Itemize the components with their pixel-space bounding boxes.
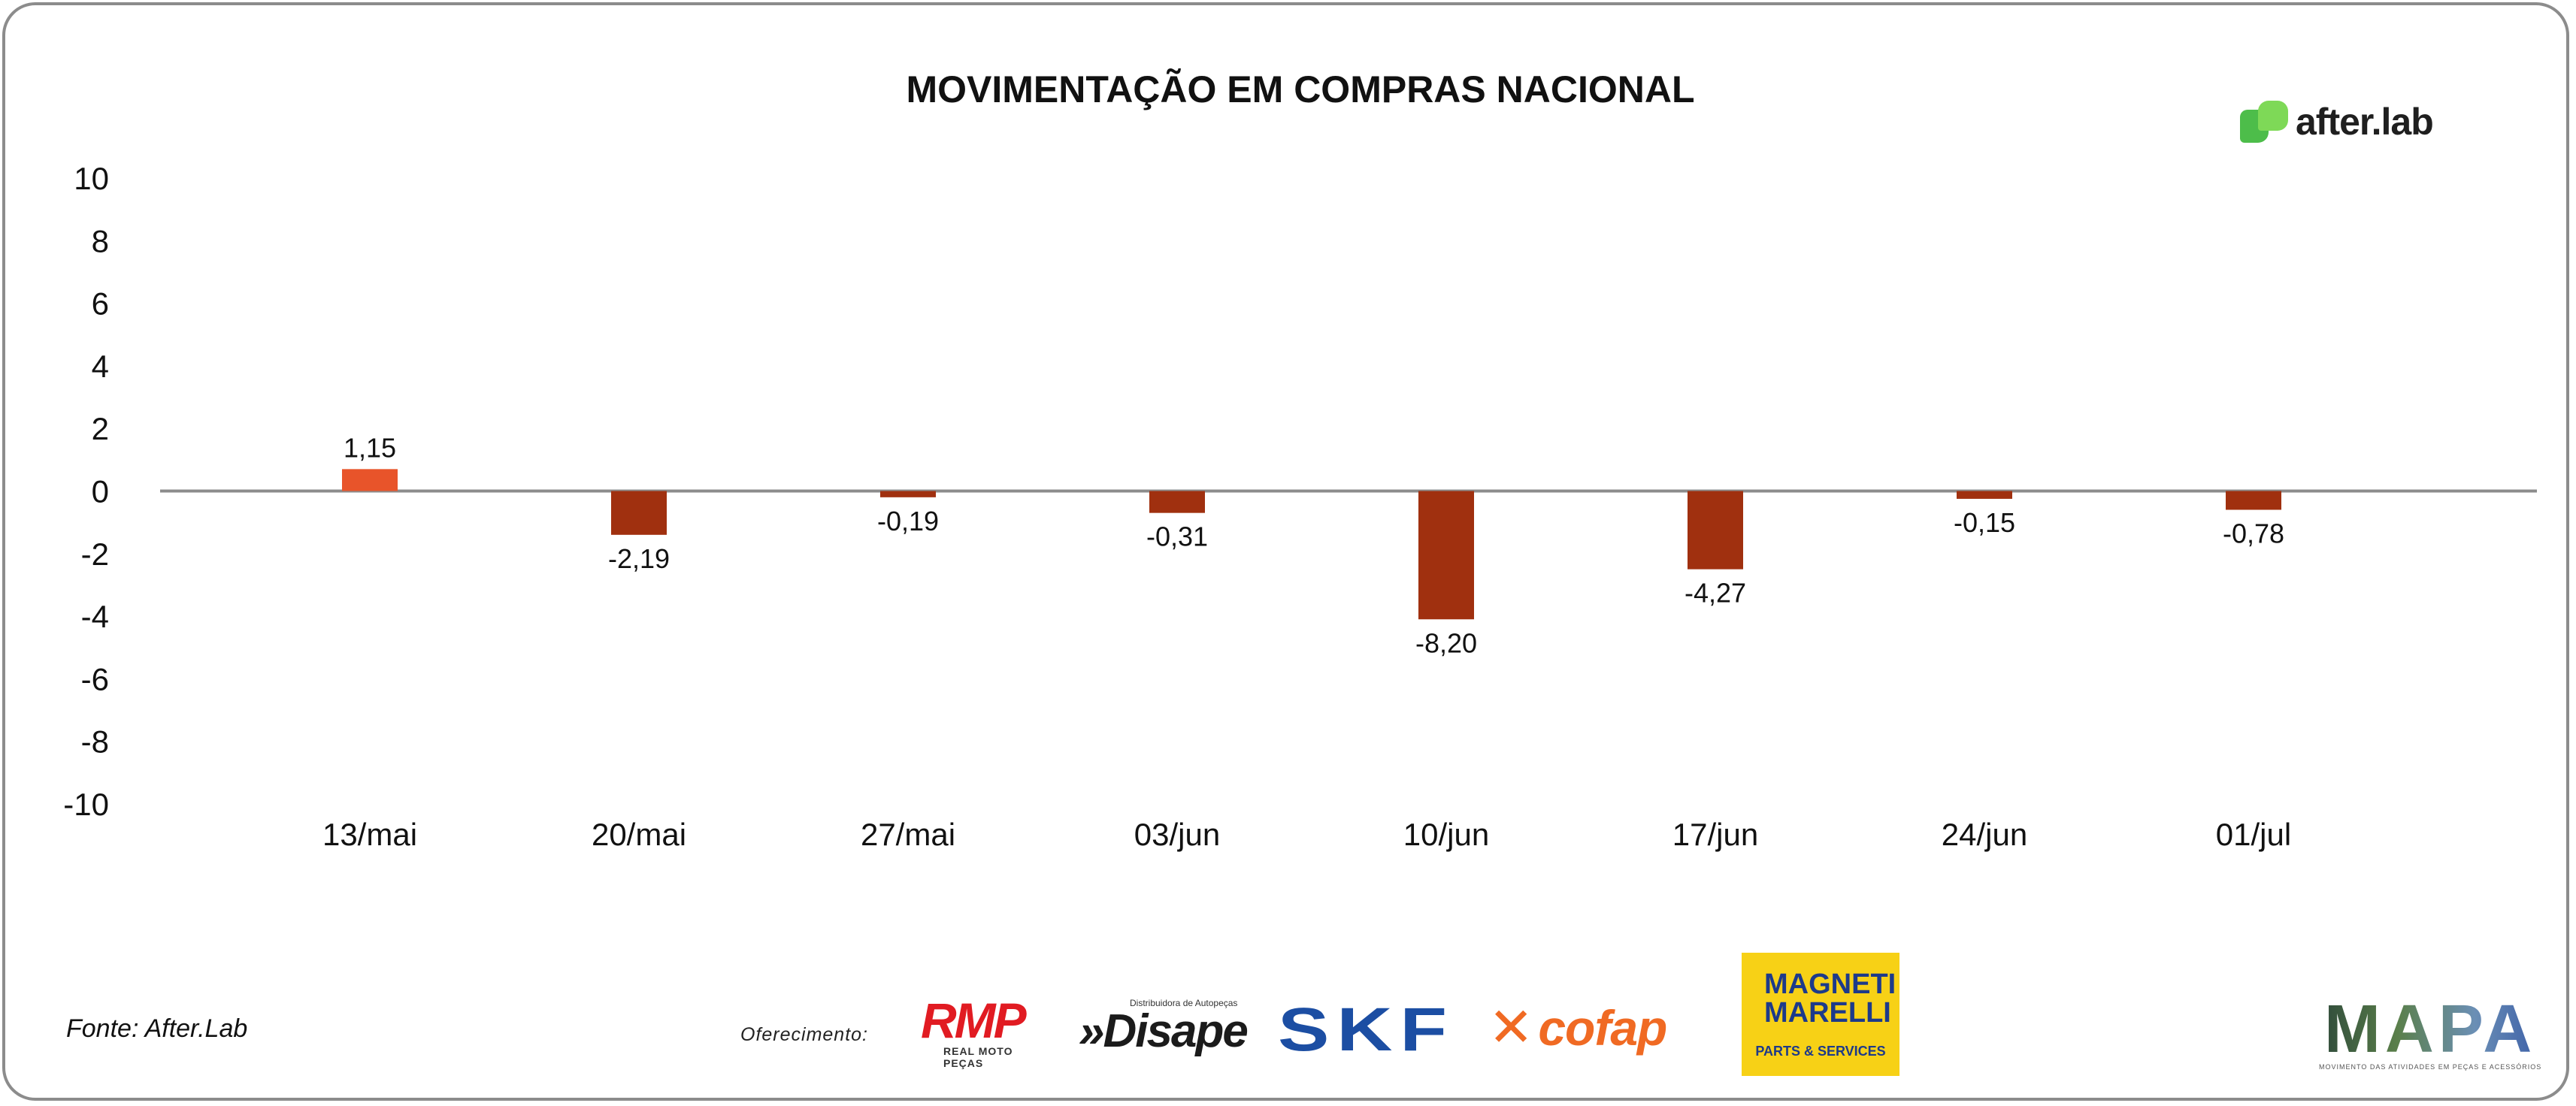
rmp-logo: RMP REAL MOTO PEÇAS xyxy=(921,993,1056,1069)
rmp-logo-text: RMP xyxy=(921,993,1027,1048)
bar-17/jun xyxy=(1688,491,1743,570)
cofap-logo-text: cofap xyxy=(1538,1000,1667,1056)
x-tick-label: 03/jun xyxy=(1134,817,1220,852)
cofap-mark-icon: ✕ xyxy=(1488,998,1534,1058)
y-tick-label: 8 xyxy=(92,223,109,258)
magneti-marelli-logo-subtitle: PARTS & SERVICES xyxy=(1755,1043,1886,1059)
bar-10/jun xyxy=(1418,491,1474,620)
y-tick-label: 2 xyxy=(92,411,109,446)
x-tick-label: 10/jun xyxy=(1403,817,1489,852)
bar-chart: 10 8 6 4 2 0 -2 -4 -6 -8 -10 1,15 -2,19 -0,19 -0,31 -8… xyxy=(63,161,2537,852)
disape-logo-subtitle: Distribuidora de Autopeças xyxy=(1130,998,1238,1008)
y-tick-label: 6 xyxy=(92,286,109,322)
source-note: Fonte: After.Lab xyxy=(66,1014,248,1043)
bar-01/jul xyxy=(2226,491,2281,510)
data-label-13/mai: 1,15 xyxy=(344,432,396,463)
y-axis-ticks: 10 8 6 4 2 0 -2 -4 -6 -8 -10 xyxy=(63,161,109,822)
data-labels: 1,15 -2,19 -0,19 -0,31 -8,20 -4,27 -0,15 -0,78 xyxy=(344,432,2284,658)
x-axis-ticks: 13/mai 20/mai 27/mai 03/jun 10/jun 17/jun 24/j… xyxy=(322,817,2291,852)
afterlab-mark-icon xyxy=(2240,101,2290,143)
chart-title: MOVIMENTAÇÃO EM COMPRAS NACIONAL xyxy=(906,68,1695,110)
x-tick-label: 01/jul xyxy=(2216,817,2291,852)
data-label-20/mai: -2,19 xyxy=(608,543,670,574)
bar-27/mai xyxy=(880,491,936,497)
afterlab-logo: after.lab xyxy=(2240,98,2434,146)
magneti-marelli-logo-text: MAGNETI MARELLI xyxy=(1764,968,1896,1029)
bar-20/mai xyxy=(611,491,667,535)
x-tick-label: 20/mai xyxy=(592,817,686,852)
afterlab-logo-text: after.lab xyxy=(2296,101,2434,143)
bar-24/jun xyxy=(1957,491,2012,499)
bar-13/mai xyxy=(342,469,398,491)
magneti-marelli-logo: MAGNETI MARELLI PARTS & SERVICES xyxy=(1742,953,1899,1076)
mapa-logo-subtitle: MOVIMENTO DAS ATIVIDADES EM PEÇAS E ACES… xyxy=(2319,1063,2542,1071)
y-tick-label: -6 xyxy=(81,661,109,697)
mapa-logo: MAPA MOVIMENTO DAS ATIVIDADES EM PEÇAS E… xyxy=(2319,996,2541,1071)
data-label-10/jun: -8,20 xyxy=(1415,627,1477,658)
y-tick-label: -8 xyxy=(81,724,109,760)
x-tick-label: 24/jun xyxy=(1942,817,2027,852)
data-label-27/mai: -0,19 xyxy=(877,506,939,536)
data-label-01/jul: -0,78 xyxy=(2223,518,2284,548)
data-label-17/jun: -4,27 xyxy=(1685,578,1746,609)
y-tick-label: -10 xyxy=(63,787,109,822)
disape-logo-text: »Disape xyxy=(1079,1005,1249,1057)
x-tick-label: 13/mai xyxy=(322,817,417,852)
x-tick-label: 27/mai xyxy=(861,817,955,852)
sponsor-label: Oferecimento: xyxy=(740,1024,869,1045)
bar-03/jun xyxy=(1149,491,1205,513)
data-label-03/jun: -0,31 xyxy=(1146,521,1208,552)
disape-logo: Distribuidora de Autopeças »Disape xyxy=(1079,998,1249,1057)
skf-logo: SKF xyxy=(1278,996,1454,1064)
y-tick-label: 0 xyxy=(92,474,109,509)
data-label-24/jun: -0,15 xyxy=(1954,507,2015,538)
y-tick-label: 4 xyxy=(92,349,109,384)
x-tick-label: 17/jun xyxy=(1672,817,1758,852)
mapa-logo-text: MAPA xyxy=(2319,996,2541,1063)
cofap-logo: ✕ cofap xyxy=(1488,998,1667,1058)
y-tick-label: -4 xyxy=(81,599,109,634)
y-tick-label: 10 xyxy=(74,161,109,196)
y-tick-label: -2 xyxy=(81,536,109,572)
rmp-logo-subtitle: REAL MOTO PEÇAS xyxy=(943,1045,1013,1069)
bars xyxy=(342,469,2281,620)
